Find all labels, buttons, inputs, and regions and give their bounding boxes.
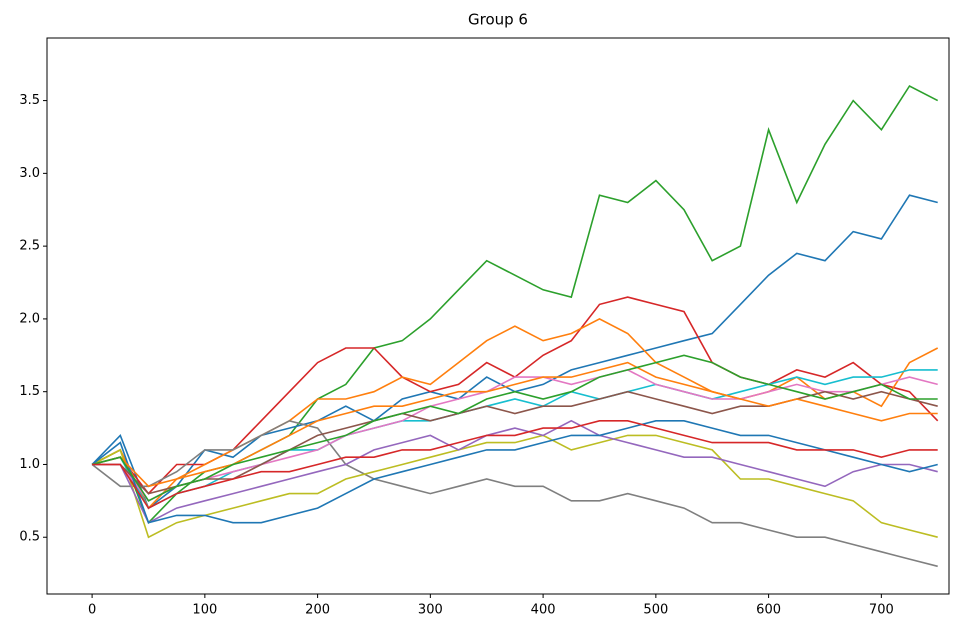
series-line xyxy=(91,194,938,510)
chart-title: Group 6 xyxy=(468,11,528,29)
y-tick-label: 2.5 xyxy=(19,239,40,254)
y-tick-label: 1.0 xyxy=(19,457,40,472)
y-tick-label: 1.5 xyxy=(19,384,40,399)
series-line xyxy=(91,434,938,539)
x-tick-label: 300 xyxy=(418,603,443,618)
series-line xyxy=(91,369,938,510)
x-tick-label: 600 xyxy=(756,603,781,618)
plot-frame xyxy=(46,37,950,595)
series-line xyxy=(92,419,938,524)
y-tick-label: 3.5 xyxy=(19,93,40,108)
x-tick-label: 700 xyxy=(869,603,894,618)
series-line xyxy=(92,369,938,502)
x-tick-label: 100 xyxy=(192,603,217,618)
x-tick-label: 0 xyxy=(88,603,96,618)
x-tick-label: 500 xyxy=(643,603,668,618)
x-tick-label: 400 xyxy=(531,603,556,618)
y-tick-label: 0.5 xyxy=(19,530,40,545)
series-line xyxy=(91,420,938,524)
x-tick-label: 200 xyxy=(305,603,330,618)
y-tick-label: 2.0 xyxy=(19,311,40,326)
series-line xyxy=(91,354,938,502)
y-tick-label: 3.0 xyxy=(19,166,40,181)
series-line xyxy=(91,419,938,568)
series-line xyxy=(92,420,938,510)
